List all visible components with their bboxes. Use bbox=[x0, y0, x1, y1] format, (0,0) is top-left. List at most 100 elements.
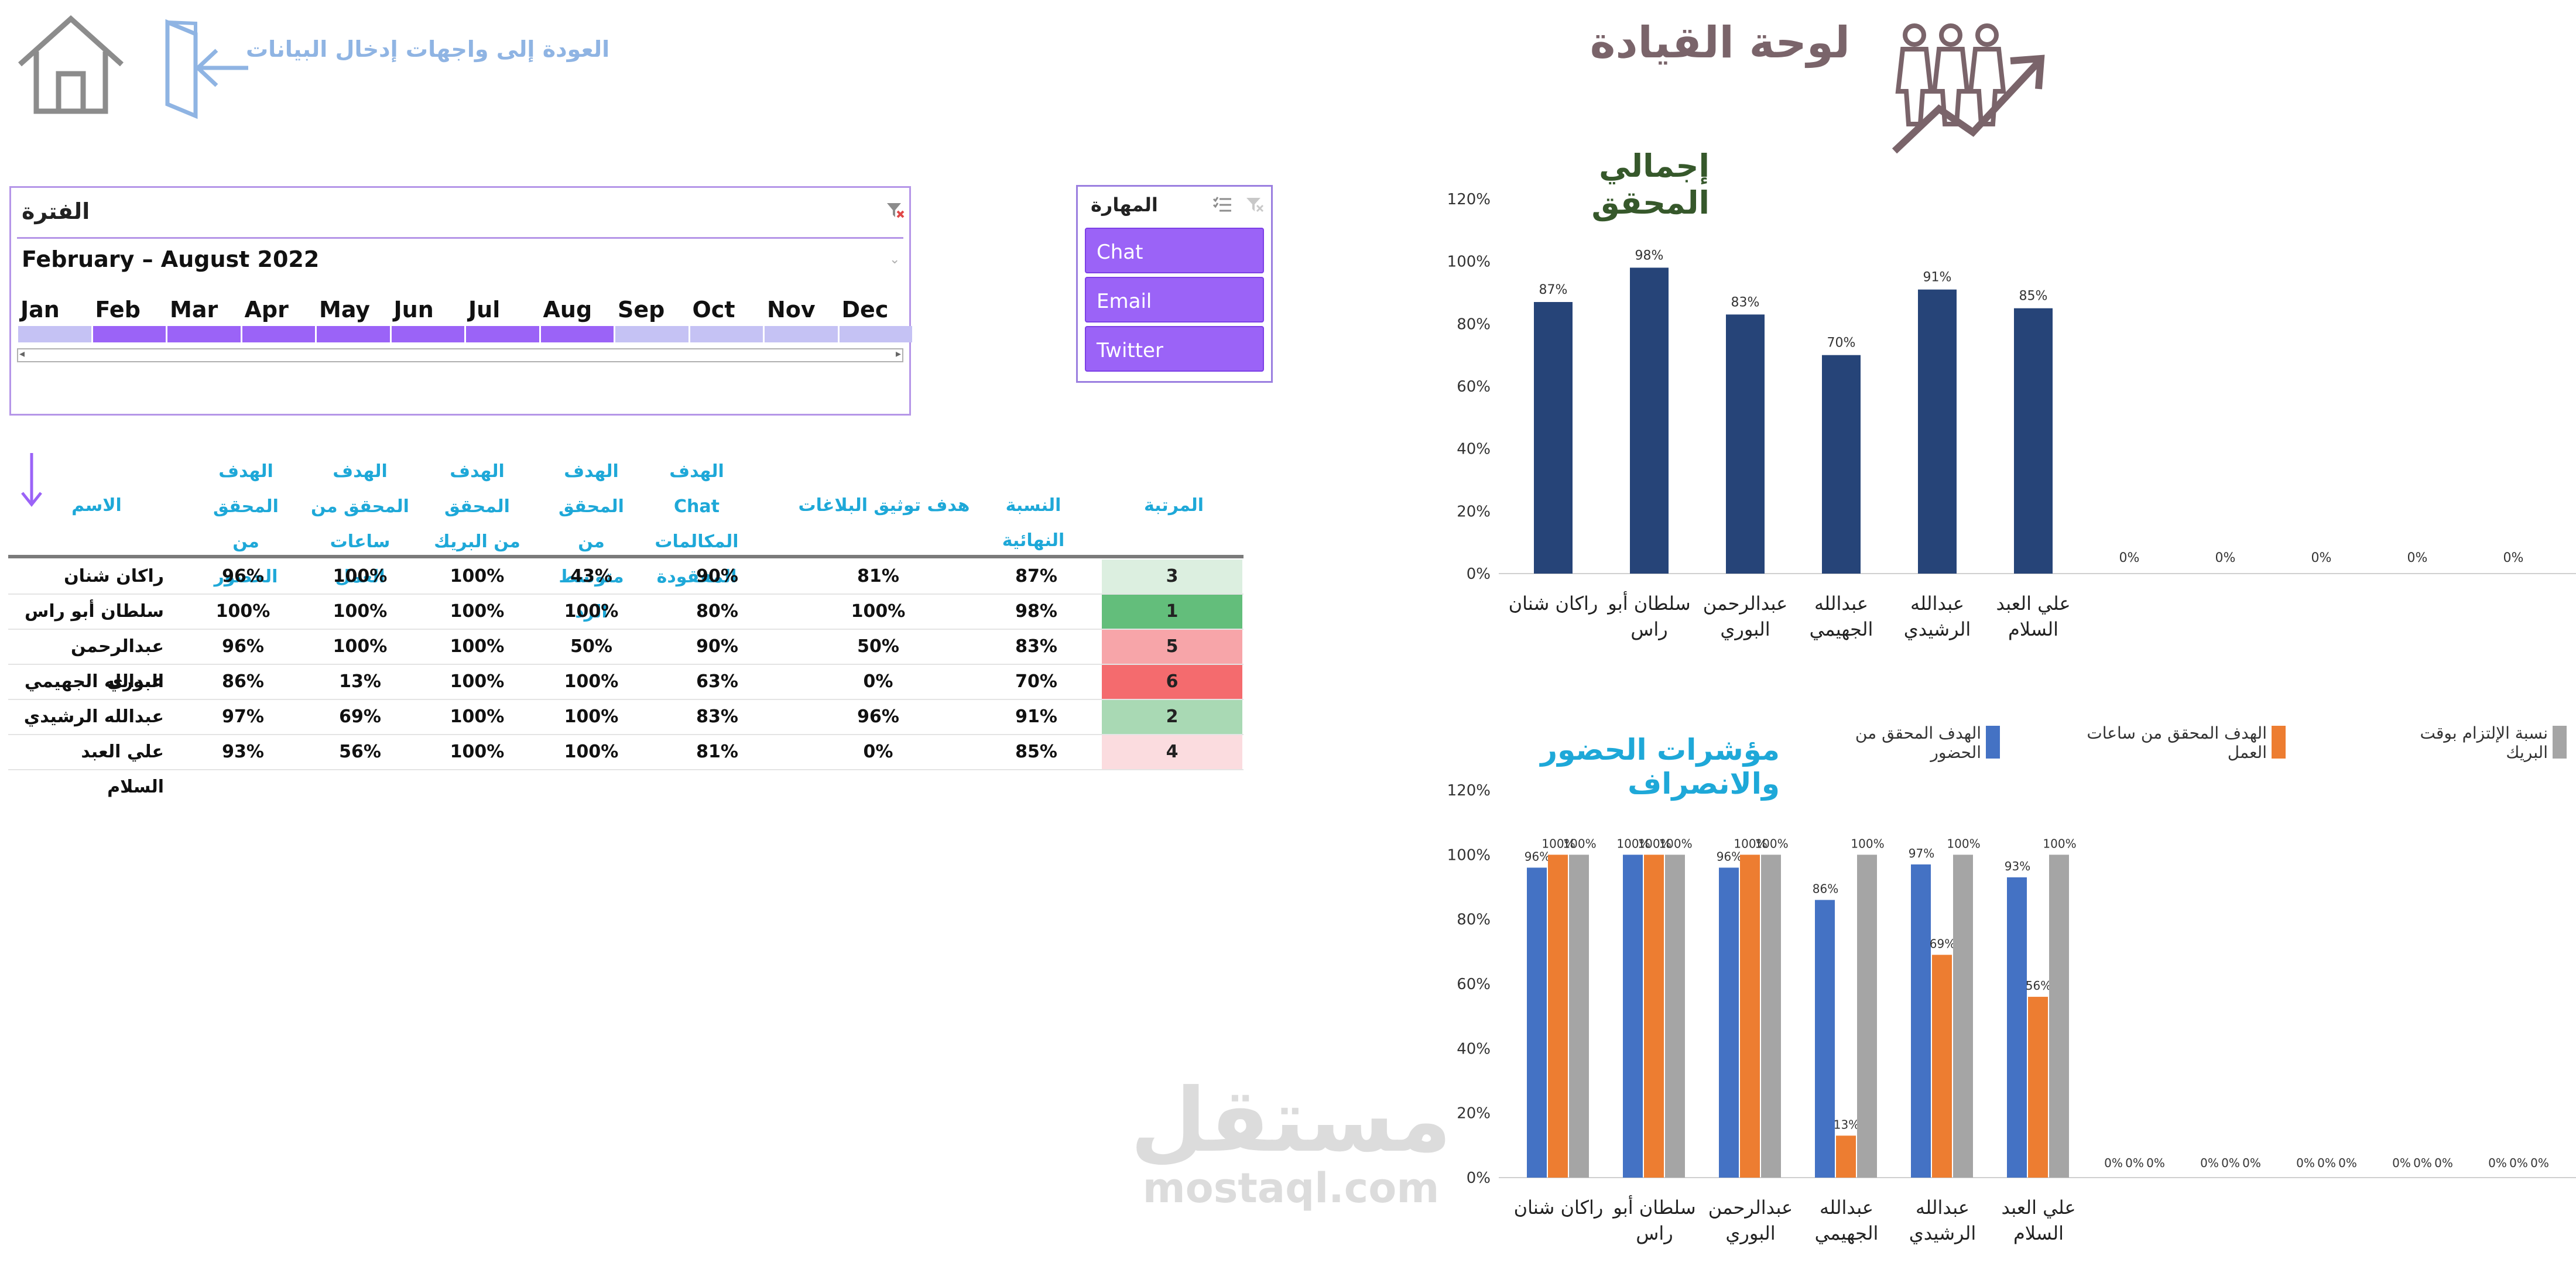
category-label: سلطان أبو bbox=[1606, 591, 1690, 615]
cell-lost-calls: 90% bbox=[696, 636, 738, 657]
col-header-avg-response: الهدف المحقق من متوسط الرد bbox=[559, 461, 624, 622]
cell-break: 100% bbox=[450, 636, 505, 657]
data-label: 91% bbox=[1923, 270, 1952, 285]
skill-slicer[interactable]: المهارة Chat Email Twitter bbox=[1076, 185, 1273, 383]
timeline-month-cell[interactable] bbox=[839, 326, 912, 342]
y-tick-label: 60% bbox=[1457, 976, 1491, 993]
category-label: عبدالرحمن bbox=[1703, 592, 1787, 615]
category-label: عبدالرحمن bbox=[1708, 1196, 1793, 1219]
skill-option-chat[interactable]: Chat bbox=[1085, 228, 1264, 273]
category-label: الجهيمي bbox=[1810, 618, 1873, 640]
timeline-month-apr[interactable]: Apr bbox=[244, 297, 289, 322]
bar bbox=[1726, 314, 1765, 574]
data-label: 0% bbox=[2311, 551, 2332, 565]
col-header-work-hours: الهدف المحقق من ساعات العمل bbox=[311, 461, 409, 587]
data-label: 100% bbox=[1563, 836, 1596, 850]
category-label: عبدالله bbox=[1820, 1196, 1873, 1219]
timeline-month-cell[interactable] bbox=[167, 326, 241, 342]
back-to-input-link[interactable]: العودة إلى واجهات إدخال البيانات bbox=[246, 36, 610, 62]
category-label: عبدالله bbox=[1916, 1196, 1969, 1219]
cell-rank: 5 bbox=[1102, 630, 1242, 664]
timeline-month-dec[interactable]: Dec bbox=[841, 297, 889, 322]
scroll-right-icon[interactable]: ▸ bbox=[895, 348, 901, 360]
data-label: 70% bbox=[1827, 336, 1856, 351]
data-label: 0% bbox=[2200, 1156, 2219, 1170]
home-icon[interactable] bbox=[15, 13, 126, 116]
timeline-month-jun[interactable]: Jun bbox=[393, 297, 434, 322]
cell-work-hours: 100% bbox=[333, 566, 388, 586]
timeline-month-cell[interactable] bbox=[765, 326, 838, 342]
bar bbox=[1534, 302, 1573, 574]
bar-work-hours bbox=[1932, 955, 1952, 1178]
timeline-month-cell[interactable] bbox=[615, 326, 688, 342]
timeline-month-may[interactable]: May bbox=[319, 297, 371, 322]
category-label: راس bbox=[1636, 1222, 1673, 1244]
data-label: 86% bbox=[1813, 882, 1838, 896]
data-label: 0% bbox=[2509, 1156, 2528, 1170]
cell-work-hours: 56% bbox=[339, 742, 381, 762]
data-label: 0% bbox=[2125, 1156, 2144, 1170]
category-label: علي العبد bbox=[1996, 592, 2070, 615]
data-label: 0% bbox=[2434, 1156, 2453, 1170]
multi-select-icon[interactable] bbox=[1212, 196, 1232, 214]
scroll-left-icon[interactable]: ◂ bbox=[19, 348, 25, 360]
timeline-month-cell[interactable] bbox=[317, 326, 390, 342]
timeline-month-jan[interactable]: Jan bbox=[20, 297, 60, 322]
data-label: 100% bbox=[1542, 836, 1575, 850]
cell-final-pct: 85% bbox=[1015, 742, 1057, 762]
clear-filter-icon[interactable] bbox=[1245, 196, 1264, 214]
timeline-month-cell[interactable] bbox=[93, 326, 166, 342]
table-header-border bbox=[8, 555, 1244, 558]
cell-lost-calls: 90% bbox=[696, 566, 738, 586]
timeline-month-nov[interactable]: Nov bbox=[767, 297, 816, 322]
skill-option-email[interactable]: Email bbox=[1085, 277, 1264, 322]
legend-swatch bbox=[2272, 726, 2286, 759]
timeline-month-oct[interactable]: Oct bbox=[692, 297, 735, 322]
timeline-month-aug[interactable]: Aug bbox=[543, 297, 592, 322]
skill-option-twitter[interactable]: Twitter bbox=[1085, 326, 1264, 372]
legend-label: الهدف المحقق من الحضور bbox=[1855, 723, 1981, 762]
timeline-month-cell[interactable] bbox=[690, 326, 763, 342]
cell-break: 100% bbox=[450, 601, 505, 622]
row-divider bbox=[8, 593, 1244, 595]
cell-lost-calls: 81% bbox=[696, 742, 738, 762]
cell-work-hours: 13% bbox=[339, 671, 381, 692]
cell-break: 100% bbox=[450, 742, 505, 762]
data-label: 0% bbox=[2296, 1156, 2315, 1170]
timeline-month-cell[interactable] bbox=[18, 326, 91, 342]
chart-total-title: إجمالي المحقق bbox=[1591, 147, 1710, 221]
timeline-month-cell[interactable] bbox=[391, 326, 464, 342]
timeline-month-feb[interactable]: Feb bbox=[95, 297, 141, 322]
data-label: 69% bbox=[1930, 936, 1955, 951]
timeline-scrollbar[interactable]: ◂ ▸ bbox=[17, 348, 903, 362]
y-tick-label: 20% bbox=[1457, 503, 1491, 520]
cell-final-pct: 83% bbox=[1015, 636, 1057, 657]
timeline-month-cell[interactable] bbox=[540, 326, 614, 342]
cell-name: عبدالله الجهيمي bbox=[24, 671, 164, 692]
clear-filter-icon[interactable] bbox=[886, 201, 905, 219]
chart-total-achieved: 0% 20% 40% 60% 80% 100% 120% 87% راكان شنان 98% سل… bbox=[1447, 191, 2576, 640]
cell-final-pct: 87% bbox=[1015, 566, 1057, 586]
row-divider bbox=[8, 664, 1244, 665]
col-header-final-pct: النسبة النهائية bbox=[1002, 495, 1065, 551]
category-label: سلطان أبو bbox=[1612, 1195, 1695, 1219]
period-timeline-slicer[interactable]: الفترة February – August 2022 ⌄ Jan Feb Ma… bbox=[9, 186, 912, 416]
data-label: 0% bbox=[2407, 551, 2428, 565]
bar bbox=[1918, 289, 1957, 574]
data-label: 100% bbox=[1947, 836, 1980, 850]
timeline-month-jul[interactable]: Jul bbox=[468, 297, 501, 322]
back-to-input-icon[interactable] bbox=[163, 18, 251, 121]
cell-attendance: 96% bbox=[222, 566, 264, 586]
cell-work-hours: 69% bbox=[339, 706, 381, 727]
timeline-month-cell[interactable] bbox=[466, 326, 539, 342]
category-label: راكان شنان bbox=[1509, 592, 1598, 615]
chart-attendance-title: مؤشرات الحضور والانصراف bbox=[1540, 733, 1780, 801]
timeline-month-mar[interactable]: Mar bbox=[170, 297, 218, 322]
legend-label: نسبة الإلتزام بوقت البريك bbox=[2420, 723, 2548, 762]
timeline-month-cell[interactable] bbox=[242, 326, 315, 342]
data-label: 0% bbox=[2413, 1156, 2432, 1170]
bar-break bbox=[1665, 855, 1685, 1178]
period-dropdown-icon[interactable]: ⌄ bbox=[889, 252, 900, 267]
cell-avg-response: 100% bbox=[564, 706, 619, 727]
timeline-month-sep[interactable]: Sep bbox=[618, 297, 665, 322]
